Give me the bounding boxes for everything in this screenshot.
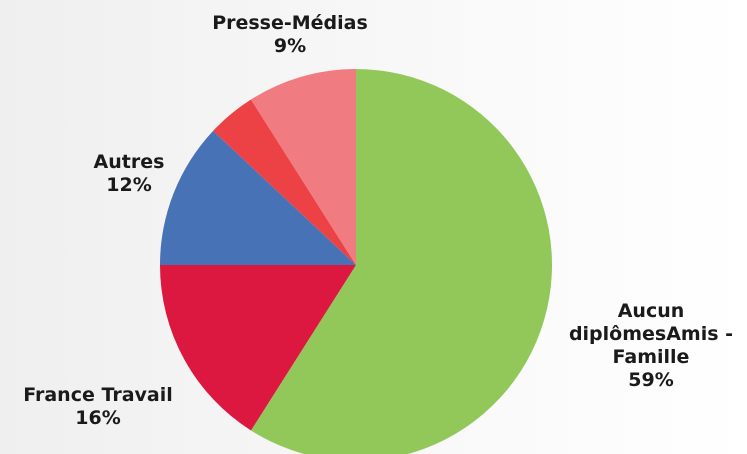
slice-label-france-travail: France Travail 16%: [0, 384, 196, 430]
slice-label-autres: Autres 12%: [70, 151, 188, 197]
slice-label-aucun-line-2: diplômesAmis -: [568, 323, 734, 345]
slice-label-presse-medias: Presse-Médias 9%: [195, 12, 385, 58]
slice-label-aucun-line-3: Famille: [612, 346, 690, 368]
slice-label-autres-value: 12%: [106, 174, 152, 196]
slice-label-autres-name: Autres: [93, 151, 165, 173]
slice-label-presse-medias-value: 9%: [273, 35, 307, 57]
slice-label-aucun-line-1: Aucun: [617, 300, 685, 322]
slice-label-presse-medias-name: Presse-Médias: [212, 12, 368, 34]
slice-label-france-travail-value: 16%: [75, 407, 121, 429]
pie-slice-autres-2: [160, 130, 356, 265]
pie-slice-france-travail-1: [160, 265, 356, 431]
slice-label-france-travail-name: France Travail: [23, 384, 173, 406]
pie-slice-presse-medias-4: [250, 69, 356, 265]
pie-slice-aucun-diplomesamis-famille-0: [250, 69, 552, 454]
slice-label-aucun-value: 59%: [628, 369, 674, 391]
pie-slice-unlabeled-3: [213, 99, 356, 265]
slice-label-aucun-diplomes-amis-famille: Aucun diplômesAmis - Famille 59%: [555, 300, 747, 392]
